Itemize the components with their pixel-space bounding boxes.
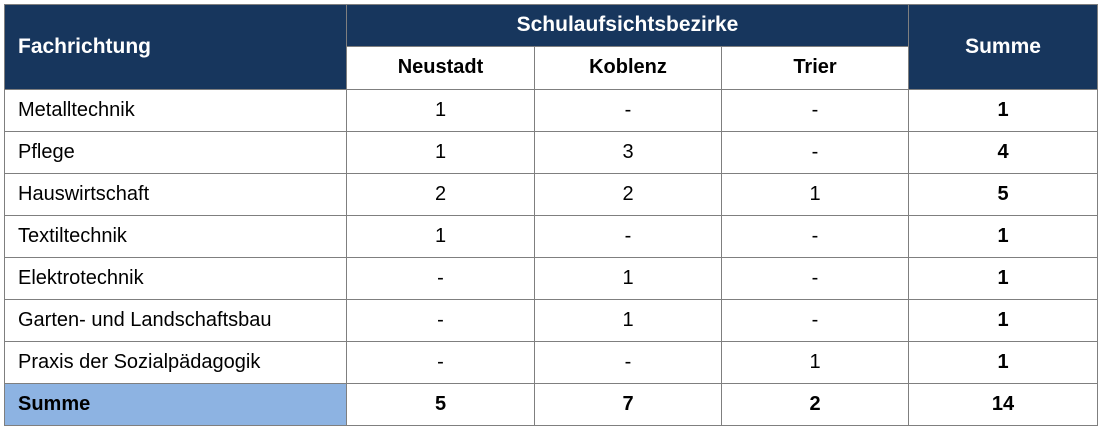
cell-koblenz: -: [534, 215, 722, 258]
total-summe: 14: [908, 383, 1098, 426]
cell-neustadt: 1: [346, 215, 535, 258]
total-trier: 2: [721, 383, 909, 426]
table-row: Textiltechnik 1 - - 1: [4, 215, 1098, 258]
row-label: Praxis der Sozialpädagogik: [4, 341, 347, 384]
header-schulaufsichtsbezirke: Schulaufsichtsbezirke: [346, 4, 909, 47]
cell-neustadt: -: [346, 257, 535, 300]
cell-summe: 4: [908, 131, 1098, 174]
cell-trier: -: [721, 299, 909, 342]
total-neustadt: 5: [346, 383, 535, 426]
header-fachrichtung: Fachrichtung: [4, 4, 347, 90]
cell-summe: 1: [908, 89, 1098, 132]
cell-summe: 1: [908, 341, 1098, 384]
row-label: Garten- und Landschaftsbau: [4, 299, 347, 342]
cell-trier: -: [721, 257, 909, 300]
cell-trier: -: [721, 131, 909, 174]
cell-neustadt: 1: [346, 131, 535, 174]
cell-summe: 1: [908, 257, 1098, 300]
header-trier: Trier: [721, 45, 909, 91]
cell-neustadt: -: [346, 341, 535, 384]
cell-koblenz: 2: [534, 173, 722, 216]
table-row: Elektrotechnik - 1 - 1: [4, 257, 1098, 300]
table-row: Metalltechnik 1 - - 1: [4, 89, 1098, 132]
cell-neustadt: -: [346, 299, 535, 342]
cell-koblenz: -: [534, 341, 722, 384]
cell-summe: 1: [908, 215, 1098, 258]
cell-trier: 1: [721, 173, 909, 216]
header-summe: Summe: [908, 4, 1098, 90]
total-row: Summe 5 7 2 14: [4, 383, 1098, 426]
header-neustadt: Neustadt: [346, 45, 535, 91]
cell-neustadt: 2: [346, 173, 535, 216]
fachrichtung-table: Fachrichtung Schulaufsichtsbezirke Summe…: [4, 4, 1098, 426]
row-label: Hauswirtschaft: [4, 173, 347, 216]
row-label: Pflege: [4, 131, 347, 174]
cell-koblenz: 3: [534, 131, 722, 174]
cell-trier: -: [721, 89, 909, 132]
cell-summe: 5: [908, 173, 1098, 216]
row-label: Textiltechnik: [4, 215, 347, 258]
table-row: Pflege 1 3 - 4: [4, 131, 1098, 174]
cell-summe: 1: [908, 299, 1098, 342]
cell-koblenz: 1: [534, 299, 722, 342]
table-row: Praxis der Sozialpädagogik - - 1 1: [4, 341, 1098, 384]
row-label: Metalltechnik: [4, 89, 347, 132]
cell-koblenz: -: [534, 89, 722, 132]
total-label: Summe: [4, 383, 347, 426]
table-row: Garten- und Landschaftsbau - 1 - 1: [4, 299, 1098, 342]
cell-koblenz: 1: [534, 257, 722, 300]
header-koblenz: Koblenz: [534, 45, 722, 91]
table-row: Hauswirtschaft 2 2 1 5: [4, 173, 1098, 216]
cell-trier: -: [721, 215, 909, 258]
cell-trier: 1: [721, 341, 909, 384]
cell-neustadt: 1: [346, 89, 535, 132]
row-label: Elektrotechnik: [4, 257, 347, 300]
total-koblenz: 7: [534, 383, 722, 426]
